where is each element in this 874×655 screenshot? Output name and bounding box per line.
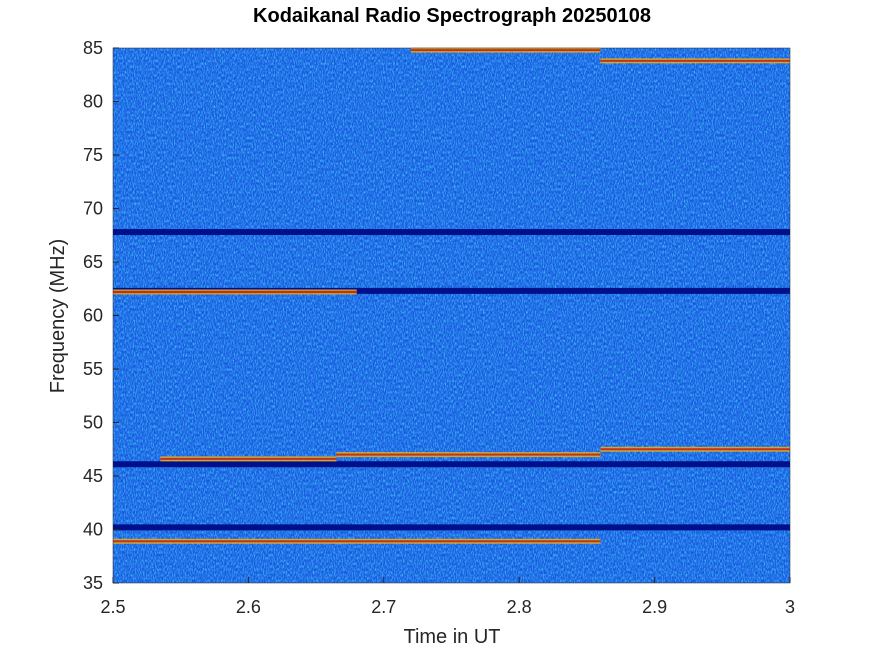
bright-band-core-6	[600, 59, 790, 62]
y-tick-label: 80	[83, 92, 103, 112]
x-tick-label: 3	[785, 597, 795, 617]
y-axis: 35 40 45 50 55 60 65 70 75 80 85	[83, 38, 119, 593]
dark-band-2	[113, 287, 790, 294]
y-tick-label: 65	[83, 252, 103, 272]
y-tick-label: 45	[83, 466, 103, 486]
y-tick-label: 70	[83, 199, 103, 219]
bright-band-core-0	[113, 540, 601, 543]
plot-area	[112, 47, 791, 584]
x-tick-label: 2.7	[371, 597, 396, 617]
x-tick-label: 2.9	[642, 597, 667, 617]
spectral-bands	[113, 47, 790, 544]
y-tick-label: 55	[83, 359, 103, 379]
x-tick-label: 2.6	[236, 597, 261, 617]
bright-band-core-2	[336, 453, 601, 456]
spectrogram-noise-texture	[113, 48, 790, 583]
y-tick-label: 60	[83, 306, 103, 326]
bright-band-core-1	[160, 457, 337, 460]
y-tick-label: 85	[83, 38, 103, 58]
bright-band-core-5	[410, 49, 601, 52]
x-tick-label: 2.8	[507, 597, 532, 617]
y-tick-label: 75	[83, 145, 103, 165]
x-tick-label: 2.5	[100, 597, 125, 617]
dark-band-3	[113, 229, 790, 236]
x-axis: 2.5 2.6 2.7 2.8 2.9 3	[100, 577, 795, 617]
bright-band-core-3	[600, 448, 790, 451]
y-tick-label: 40	[83, 520, 103, 540]
y-tick-label: 35	[83, 573, 103, 593]
chart-title: Kodaikanal Radio Spectrograph 20250108	[253, 5, 651, 27]
y-tick-label: 50	[83, 413, 103, 433]
y-axis-label: Frequency (MHz)	[47, 239, 69, 393]
dark-band-1	[113, 461, 790, 468]
dark-band-0	[113, 524, 790, 531]
x-axis-label: Time in UT	[403, 626, 500, 648]
bright-band-core-4	[113, 290, 357, 293]
